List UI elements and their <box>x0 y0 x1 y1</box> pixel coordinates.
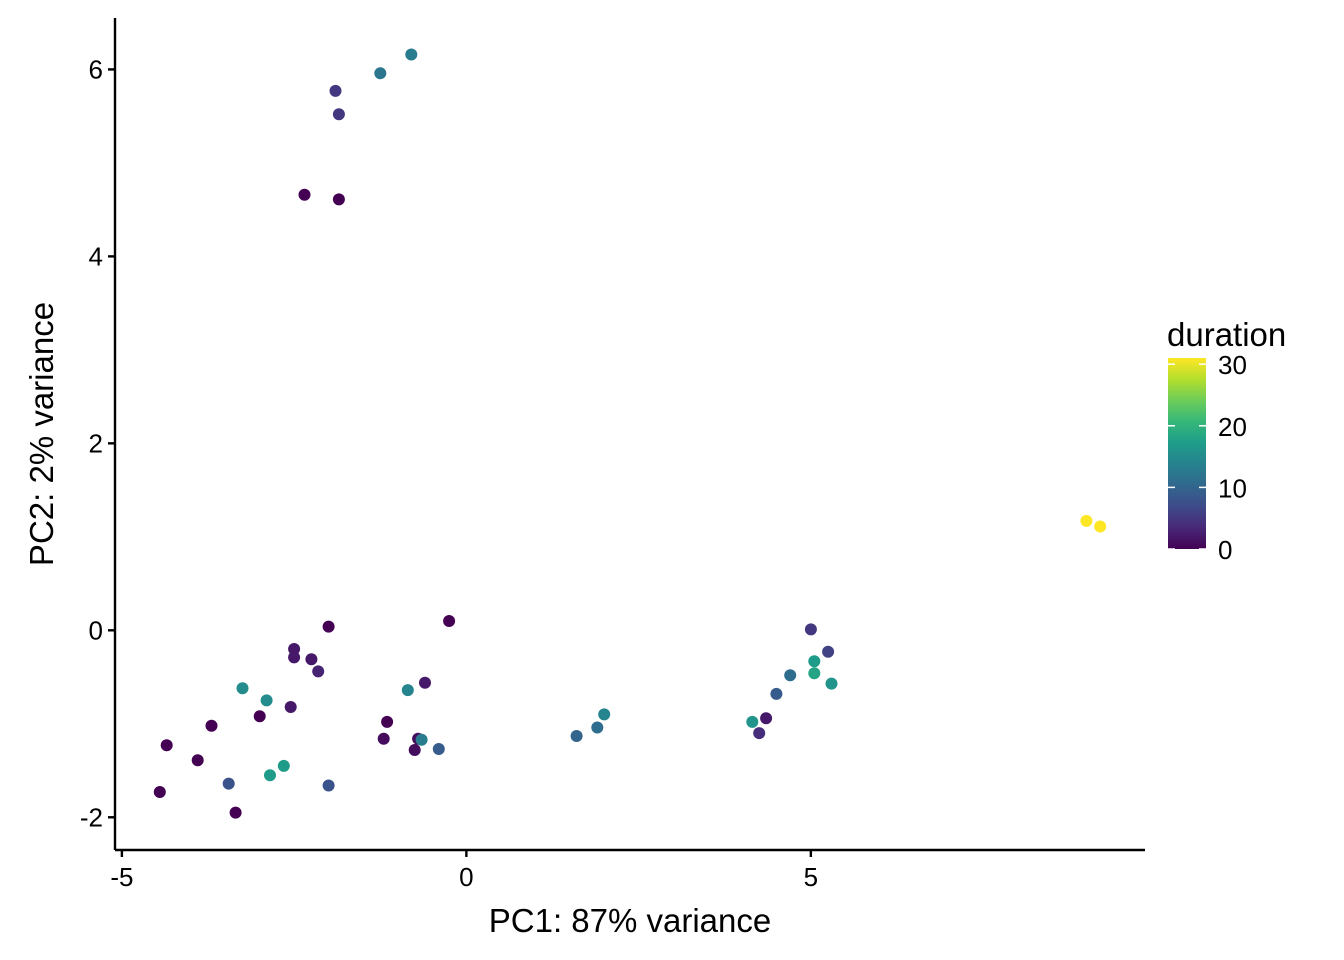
data-point <box>305 653 318 666</box>
data-point <box>770 687 783 700</box>
y-tick-label: -2 <box>80 802 103 832</box>
data-point <box>784 669 797 682</box>
y-axis-title: PC2: 2% variance <box>23 302 60 566</box>
data-point <box>377 732 390 745</box>
data-point <box>1080 514 1093 527</box>
data-point <box>229 806 242 819</box>
data-point <box>381 715 394 728</box>
data-point <box>260 694 273 707</box>
data-point <box>822 645 835 658</box>
data-point <box>264 769 276 782</box>
data-point <box>329 84 342 97</box>
y-tick-label: 4 <box>89 241 103 271</box>
data-point <box>825 677 838 690</box>
data-point <box>753 727 766 740</box>
y-tick-label: 0 <box>89 615 103 645</box>
colorbar <box>1168 358 1206 549</box>
data-point <box>153 786 166 798</box>
data-point <box>419 676 431 689</box>
colorbar-ticks: 0 10 20 30 <box>1168 350 1247 565</box>
data-point <box>598 708 611 721</box>
data-point <box>191 754 204 767</box>
data-point <box>408 744 421 756</box>
data-point <box>288 651 301 664</box>
data-points <box>153 48 1107 819</box>
data-point <box>253 710 266 723</box>
data-point <box>322 620 335 633</box>
data-point <box>443 615 456 627</box>
data-point <box>298 188 311 201</box>
data-point <box>332 193 345 206</box>
y-tick-label: 6 <box>89 54 103 84</box>
x-tick-label: -5 <box>110 862 133 892</box>
data-point <box>288 643 301 655</box>
data-point <box>746 715 759 728</box>
data-point <box>322 779 335 792</box>
data-point <box>1094 520 1107 533</box>
data-point <box>760 712 773 725</box>
x-axis-title: PC1: 87% variance <box>489 902 771 939</box>
data-point <box>312 665 325 678</box>
data-point <box>808 667 821 680</box>
data-point <box>374 67 387 80</box>
data-point <box>432 743 445 755</box>
x-tick-label: 0 <box>459 862 473 892</box>
data-point <box>284 701 297 713</box>
data-point <box>415 733 428 746</box>
data-point <box>277 759 290 772</box>
data-point <box>591 721 604 734</box>
data-point <box>160 739 173 752</box>
y-axis-ticks: -2 0 2 4 6 <box>80 54 115 832</box>
data-point <box>405 48 418 61</box>
data-point <box>804 623 817 636</box>
colorbar-tick-label: 0 <box>1218 535 1232 565</box>
legend-title: duration <box>1167 316 1286 353</box>
data-point <box>808 655 821 668</box>
y-tick-label: 2 <box>89 428 103 458</box>
x-axis-ticks: -5 0 5 <box>110 850 818 892</box>
colorbar-tick-label: 20 <box>1218 412 1247 442</box>
data-point <box>236 682 249 695</box>
data-point <box>332 108 345 121</box>
colorbar-tick-label: 10 <box>1218 473 1247 503</box>
color-legend: duration 0 10 20 30 <box>1167 316 1286 565</box>
x-tick-label: 5 <box>804 862 818 892</box>
data-point <box>205 719 218 732</box>
colorbar-tick-label: 30 <box>1218 350 1247 380</box>
data-point <box>401 684 414 697</box>
data-point <box>570 730 583 742</box>
data-point <box>222 777 235 790</box>
